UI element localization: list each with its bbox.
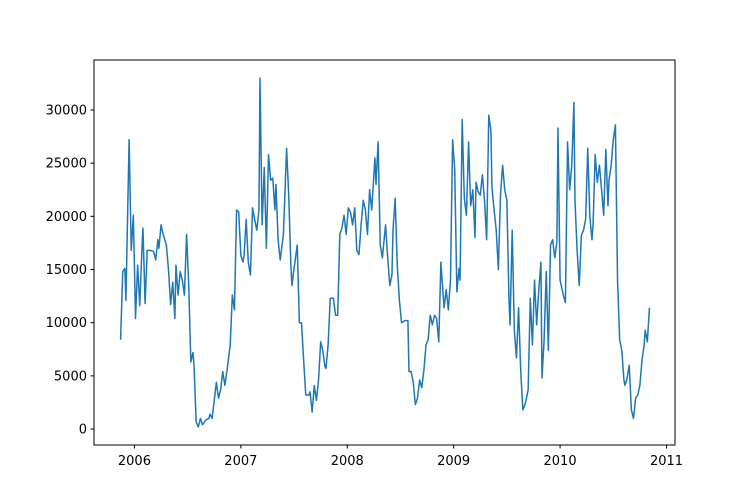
y-tick-label: 25000 (46, 157, 87, 172)
x-tick-label: 2009 (437, 454, 470, 469)
x-tick-label: 2006 (118, 454, 151, 469)
y-tick-label: 15000 (46, 263, 87, 278)
x-tick-label: 2008 (331, 454, 364, 469)
x-tick-label: 2010 (544, 454, 577, 469)
y-tick-label: 5000 (54, 369, 87, 384)
y-tick-label: 20000 (46, 210, 87, 225)
axes-frame (93, 59, 676, 446)
y-tick-label: 30000 (46, 103, 87, 118)
y-tick-label: 0 (79, 423, 87, 438)
y-tick-label: 10000 (46, 316, 87, 331)
data-line (119, 77, 651, 428)
x-tick-label: 2011 (650, 454, 683, 469)
x-tick-label: 2007 (224, 454, 257, 469)
plot-area: 0 5000 10000 15000 20000 25000 30000 2006 2007 20… (46, 77, 683, 469)
